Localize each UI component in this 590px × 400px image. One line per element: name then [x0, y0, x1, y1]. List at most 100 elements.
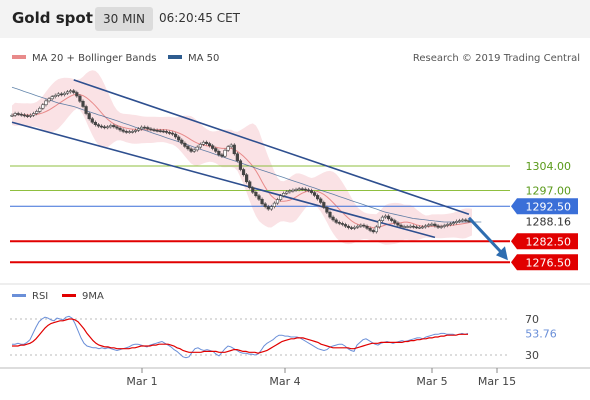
panel-divider [0, 283, 590, 285]
candle-body [346, 225, 351, 228]
current-price-label: 1288.16 [526, 215, 572, 228]
candle-body [380, 216, 385, 221]
candle-body [127, 131, 131, 133]
candle-body [16, 113, 20, 115]
candle-body [177, 136, 181, 141]
candle-body [220, 154, 224, 157]
candle-body [38, 107, 42, 112]
candle-body [35, 111, 39, 114]
candle-body [362, 224, 366, 227]
candle-body [223, 149, 227, 157]
bollinger-band [12, 70, 472, 245]
candle-body [454, 221, 459, 224]
candle-body [149, 128, 153, 131]
candle-body [272, 202, 277, 207]
candle-body [436, 225, 440, 228]
candle-body [368, 228, 372, 231]
candle-body [421, 226, 425, 229]
level-label-1304.00: 1304.00 [526, 160, 572, 173]
price-panel: MA 20 + Bollinger Bands MA 50 Research © 2… [0, 53, 590, 285]
level-label-1276.50: 1276.50 [526, 256, 572, 269]
chart-header: Gold spot 30 MIN 06:20:45 CET [0, 0, 590, 38]
candle-body [235, 153, 239, 162]
ma50-line [11, 86, 482, 223]
candle-body [458, 220, 462, 222]
candle-body [133, 130, 138, 132]
candle-body [340, 223, 344, 225]
interval-selector[interactable]: 30 MIN [95, 7, 153, 31]
candle-body [62, 92, 67, 95]
candle-body [140, 126, 144, 130]
candle-body [251, 187, 255, 193]
candle-body [167, 132, 172, 134]
candle-body [275, 199, 280, 204]
candle-body [263, 203, 267, 207]
candle-body [211, 145, 215, 149]
candle-body [189, 148, 193, 152]
candle-body [399, 224, 403, 227]
rsi-line [12, 315, 469, 359]
channel-lower-line [11, 121, 436, 239]
candle-body [28, 114, 33, 117]
candle-body [309, 190, 314, 193]
candle-body [81, 100, 85, 107]
candle-body [201, 141, 206, 145]
candle-body [433, 223, 437, 227]
candle-body [65, 91, 70, 94]
candle-body [312, 192, 317, 196]
candle-body [260, 198, 264, 205]
candle-body [143, 126, 147, 129]
candle-body [109, 125, 113, 128]
candle-body [53, 95, 57, 98]
candle-body [448, 223, 452, 226]
candle-body [451, 222, 456, 225]
candle-body [288, 190, 292, 193]
candle-body [56, 93, 60, 96]
candle-body [87, 113, 91, 120]
legend-swatch-ma50 [168, 55, 182, 59]
candle-body [334, 219, 338, 223]
x-axis: Mar 1 Mar 4 Mar 5 Mar 15 [0, 367, 590, 388]
candle-body [319, 198, 323, 203]
candle-body [297, 188, 301, 191]
candle-body [19, 113, 23, 116]
candle-body [207, 143, 212, 147]
candle-body [402, 226, 406, 228]
candle-body [359, 224, 363, 227]
candle-body [322, 202, 326, 208]
candle-body [180, 139, 184, 144]
candle-body [393, 220, 397, 224]
watermark: Research © 2019 Trading Central [413, 53, 580, 64]
candle-body [306, 189, 310, 192]
forecast-arrow-line [467, 216, 507, 258]
candle-body [112, 125, 116, 128]
candle-body [229, 144, 233, 148]
candle-body [241, 169, 246, 176]
level-tag-1282.50 [511, 233, 578, 250]
candle-body [343, 224, 348, 227]
candle-body [84, 106, 88, 114]
candle-body [427, 224, 431, 227]
candle-body [405, 226, 409, 228]
candle-body [164, 131, 168, 133]
x-tick-label-Mar 4: Mar 4 [269, 375, 300, 388]
candle-body [32, 113, 36, 116]
candle-body [248, 181, 252, 188]
candle-body [170, 132, 175, 135]
legend-label-rsi-ma: 9MA [82, 291, 104, 302]
level-tag-1292.50 [511, 198, 578, 215]
x-tick-label-Mar 5: Mar 5 [416, 375, 447, 388]
candle-body [152, 129, 156, 131]
candle-body [316, 195, 320, 200]
candle-body [13, 113, 17, 116]
candle-body [291, 189, 295, 192]
candle-body [408, 225, 412, 228]
level-label-1297.00: 1297.00 [526, 185, 572, 198]
candle-body [411, 225, 415, 228]
candle-body [96, 124, 101, 127]
candle-body [69, 90, 73, 93]
candle-body [75, 92, 79, 97]
candle-body [78, 95, 82, 102]
candle-body [22, 114, 26, 117]
channel-upper-line [73, 79, 470, 216]
